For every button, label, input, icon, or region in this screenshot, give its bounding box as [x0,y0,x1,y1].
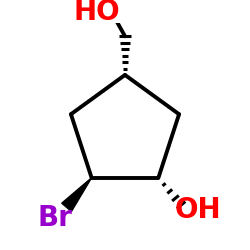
Text: HO: HO [73,0,120,26]
Polygon shape [62,178,92,212]
Text: Br: Br [38,204,73,232]
Text: OH: OH [175,196,222,224]
